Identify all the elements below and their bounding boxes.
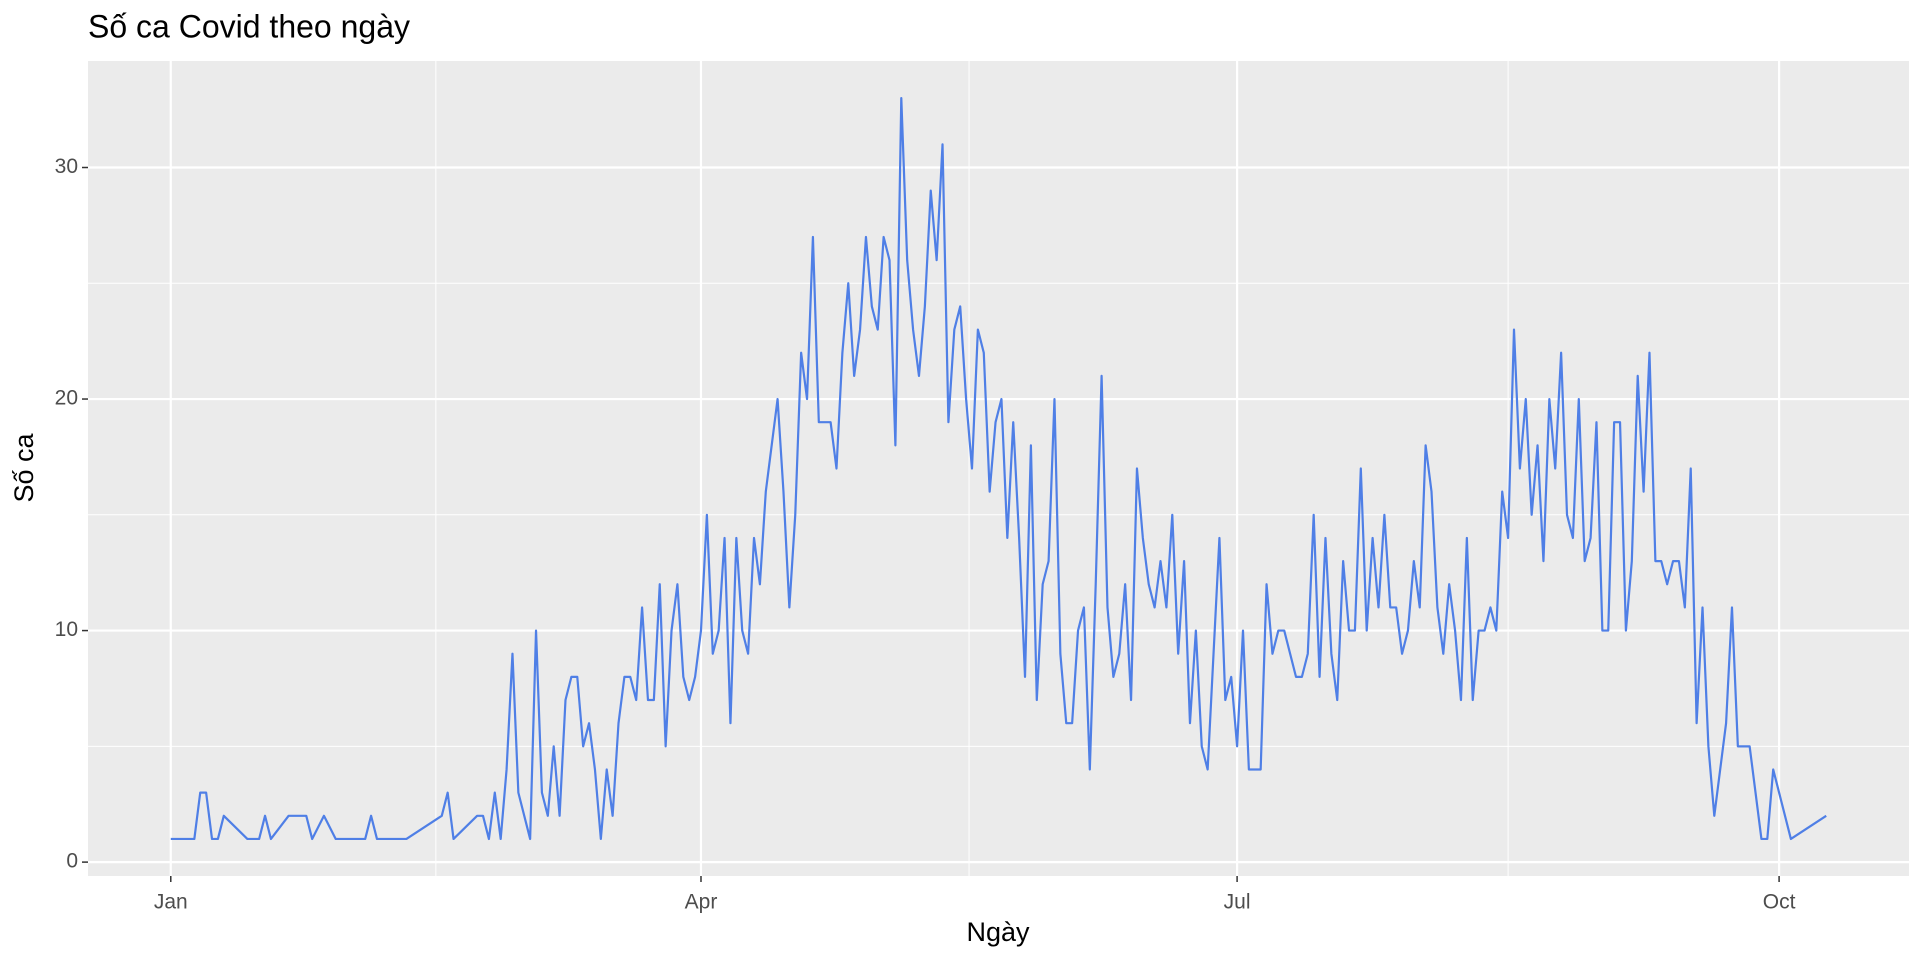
y-tick-label: 30 [55, 155, 78, 178]
y-tick-label: 10 [55, 618, 78, 641]
x-tick-label: Apr [685, 891, 718, 914]
y-axis-label: Số ca [9, 432, 39, 502]
x-tick-label: Oct [1763, 891, 1796, 914]
line-series [170, 96, 1827, 841]
x-tick-label: Jan [154, 891, 188, 914]
y-tick-label: 20 [55, 387, 78, 410]
chart-title: Số ca Covid theo ngày [88, 8, 410, 44]
panel [88, 61, 1909, 876]
y-tick-label: 0 [66, 850, 78, 873]
x-tick-label: Jul [1224, 891, 1251, 914]
x-axis-label: Ngày [966, 917, 1030, 947]
